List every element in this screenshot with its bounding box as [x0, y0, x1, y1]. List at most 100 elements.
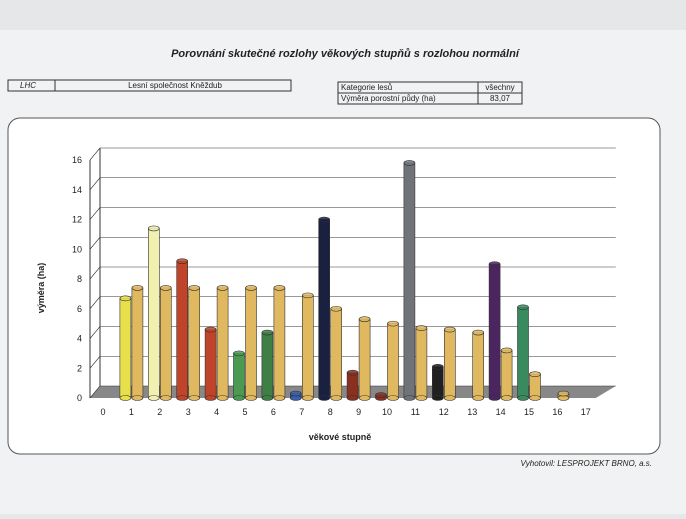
bar-body	[301, 295, 314, 399]
x-tick-label: 5	[242, 407, 247, 417]
bar-body	[273, 287, 286, 399]
bar-base	[119, 395, 132, 401]
bar-base	[131, 395, 144, 401]
bar-base	[529, 395, 541, 401]
bar-body	[188, 287, 200, 399]
bar-top	[358, 316, 371, 322]
bar-body	[500, 350, 513, 399]
bar-base	[346, 395, 359, 401]
bar-body	[472, 332, 485, 399]
bar-top	[500, 347, 513, 354]
bar	[261, 329, 274, 401]
grid-line	[89, 237, 101, 250]
grid-line	[89, 266, 101, 280]
bar	[160, 285, 172, 401]
grid-line	[89, 147, 101, 161]
title: Porovnání skutečné rozlohy věkových stup…	[171, 48, 521, 60]
x-tick-label: 15	[524, 407, 534, 417]
bar-base	[204, 395, 217, 401]
x-tick-label: 11	[411, 407, 420, 417]
category-label: Kategorie lesů	[341, 83, 392, 92]
bar-top	[160, 285, 172, 291]
bar-body	[216, 287, 229, 399]
bar	[330, 305, 343, 401]
bar-top	[301, 292, 314, 299]
bar-base	[233, 395, 245, 401]
bar-base	[488, 395, 501, 401]
x-tick-label: 7	[299, 407, 304, 417]
bar-base	[245, 395, 257, 401]
bar-top	[131, 285, 144, 291]
bar-base	[148, 395, 160, 401]
x-tick-label: 13	[467, 407, 477, 417]
bar-base	[517, 395, 529, 401]
bar-top	[488, 261, 501, 267]
bar-body	[245, 287, 257, 399]
bar	[488, 261, 501, 401]
bar-base	[431, 395, 444, 401]
bar-body	[119, 298, 132, 399]
x-tick-label: 4	[214, 407, 219, 417]
bar-body	[387, 323, 399, 399]
bar	[500, 347, 513, 401]
area-value: 83,07	[490, 94, 511, 103]
area-label: Výměra porostní půdy (ha)	[341, 94, 436, 103]
bar-body	[358, 318, 371, 399]
bar	[415, 325, 428, 401]
bar	[443, 326, 456, 401]
bar-body	[131, 287, 144, 399]
bar-body	[529, 373, 541, 399]
bar-top	[188, 285, 200, 291]
bar-top	[517, 304, 529, 311]
bar	[176, 258, 188, 401]
x-tick-label: 12	[439, 407, 449, 417]
bar-top	[557, 390, 570, 397]
bar-top	[245, 285, 257, 291]
bar	[188, 285, 200, 401]
y-tick-label: 2	[77, 363, 82, 373]
bar-body	[176, 260, 188, 399]
bar-base	[273, 395, 286, 401]
bar	[375, 392, 387, 401]
bar-body	[431, 366, 444, 399]
bar	[358, 316, 371, 401]
grid-line	[89, 296, 101, 309]
grid-line	[89, 385, 101, 399]
x-tick-label: 6	[271, 407, 276, 417]
bar-base	[500, 395, 513, 401]
bar-base	[188, 395, 200, 401]
bar-base	[387, 395, 399, 401]
x-tick-label: 1	[129, 407, 134, 417]
bar-base	[216, 395, 229, 401]
y-tick-label: 6	[77, 304, 82, 314]
bar-top	[387, 320, 399, 327]
bar-top	[472, 329, 485, 336]
bar	[557, 390, 570, 401]
y-tick-label: 0	[77, 393, 82, 403]
bar-base	[358, 395, 371, 401]
bar-top	[233, 350, 245, 357]
bar	[301, 292, 314, 401]
x-tick-label: 3	[186, 407, 191, 417]
bar-body	[415, 327, 428, 399]
bar	[131, 285, 144, 401]
bar-top	[261, 329, 274, 336]
grid-line	[89, 177, 101, 190]
bar	[119, 295, 132, 401]
grid-line	[89, 356, 101, 369]
bar-top	[529, 371, 541, 378]
bar-top	[216, 285, 229, 291]
x-axis-title: věkové stupně	[309, 432, 372, 442]
y-tick-label: 8	[77, 274, 82, 284]
x-tick-label: 10	[382, 407, 392, 417]
footer: Vyhotovil: LESPROJEKT BRNO, a.s.	[521, 459, 652, 468]
bar-body	[517, 306, 529, 399]
bar-top	[119, 295, 132, 302]
bar-base	[443, 395, 456, 401]
x-tick-label: 9	[356, 407, 361, 417]
bar	[216, 285, 229, 401]
bar-base	[403, 395, 416, 401]
